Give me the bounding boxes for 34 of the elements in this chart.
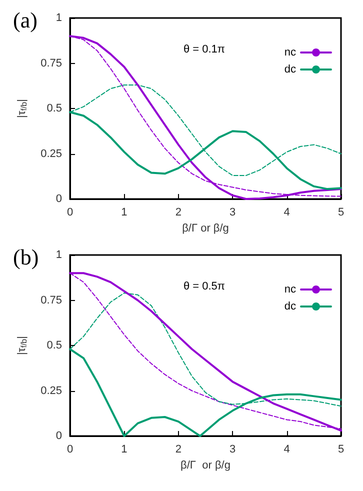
x-tick-label: 5 (338, 206, 344, 218)
legend-label: dc (284, 300, 296, 312)
x-axis-title: β/Γ or β/g (182, 222, 229, 234)
y-tick-label: 0.5 (46, 340, 62, 352)
y-tick-label: 0.25 (40, 384, 62, 397)
legend-label: dc (284, 64, 296, 76)
x-tick-label: 4 (284, 444, 290, 456)
x-tick-label: 3 (230, 206, 236, 218)
x-tick-label: 2 (175, 444, 182, 456)
chart-title: (a) (13, 8, 38, 32)
legend-label: nc (284, 284, 296, 296)
y-tick-label: 1 (56, 249, 62, 261)
x-tick-label: 4 (284, 206, 290, 218)
x-tick-label: 0 (66, 206, 74, 218)
y-axis-title: |τf/b| (16, 336, 28, 355)
y-tick-label: 0.75 (40, 294, 62, 306)
y-tick-label: 0.25 (40, 148, 62, 160)
y-tick-label: 0 (56, 430, 62, 442)
y-axis-title: |τf/b| (16, 99, 28, 118)
x-tick-label: 1 (121, 444, 128, 456)
x-axis-title: β/Γ or β/g (180, 460, 230, 472)
x-tick-label: 1 (121, 206, 128, 218)
annotation: θ = 0.1π (183, 44, 226, 56)
annotation: θ = 0.5π (183, 280, 226, 292)
y-tick-label: 1 (56, 12, 62, 24)
chart-title: (b) (13, 244, 39, 270)
x-tick-label: 5 (338, 444, 344, 456)
y-tick-label: 0.5 (46, 102, 62, 114)
y-tick-label: 0.75 (40, 57, 62, 70)
y-tick-label: 0 (56, 193, 62, 205)
x-tick-label: 3 (230, 444, 236, 456)
x-tick-label: 2 (175, 206, 182, 218)
x-tick-label: 0 (66, 444, 74, 456)
legend-label: nc (284, 46, 296, 58)
